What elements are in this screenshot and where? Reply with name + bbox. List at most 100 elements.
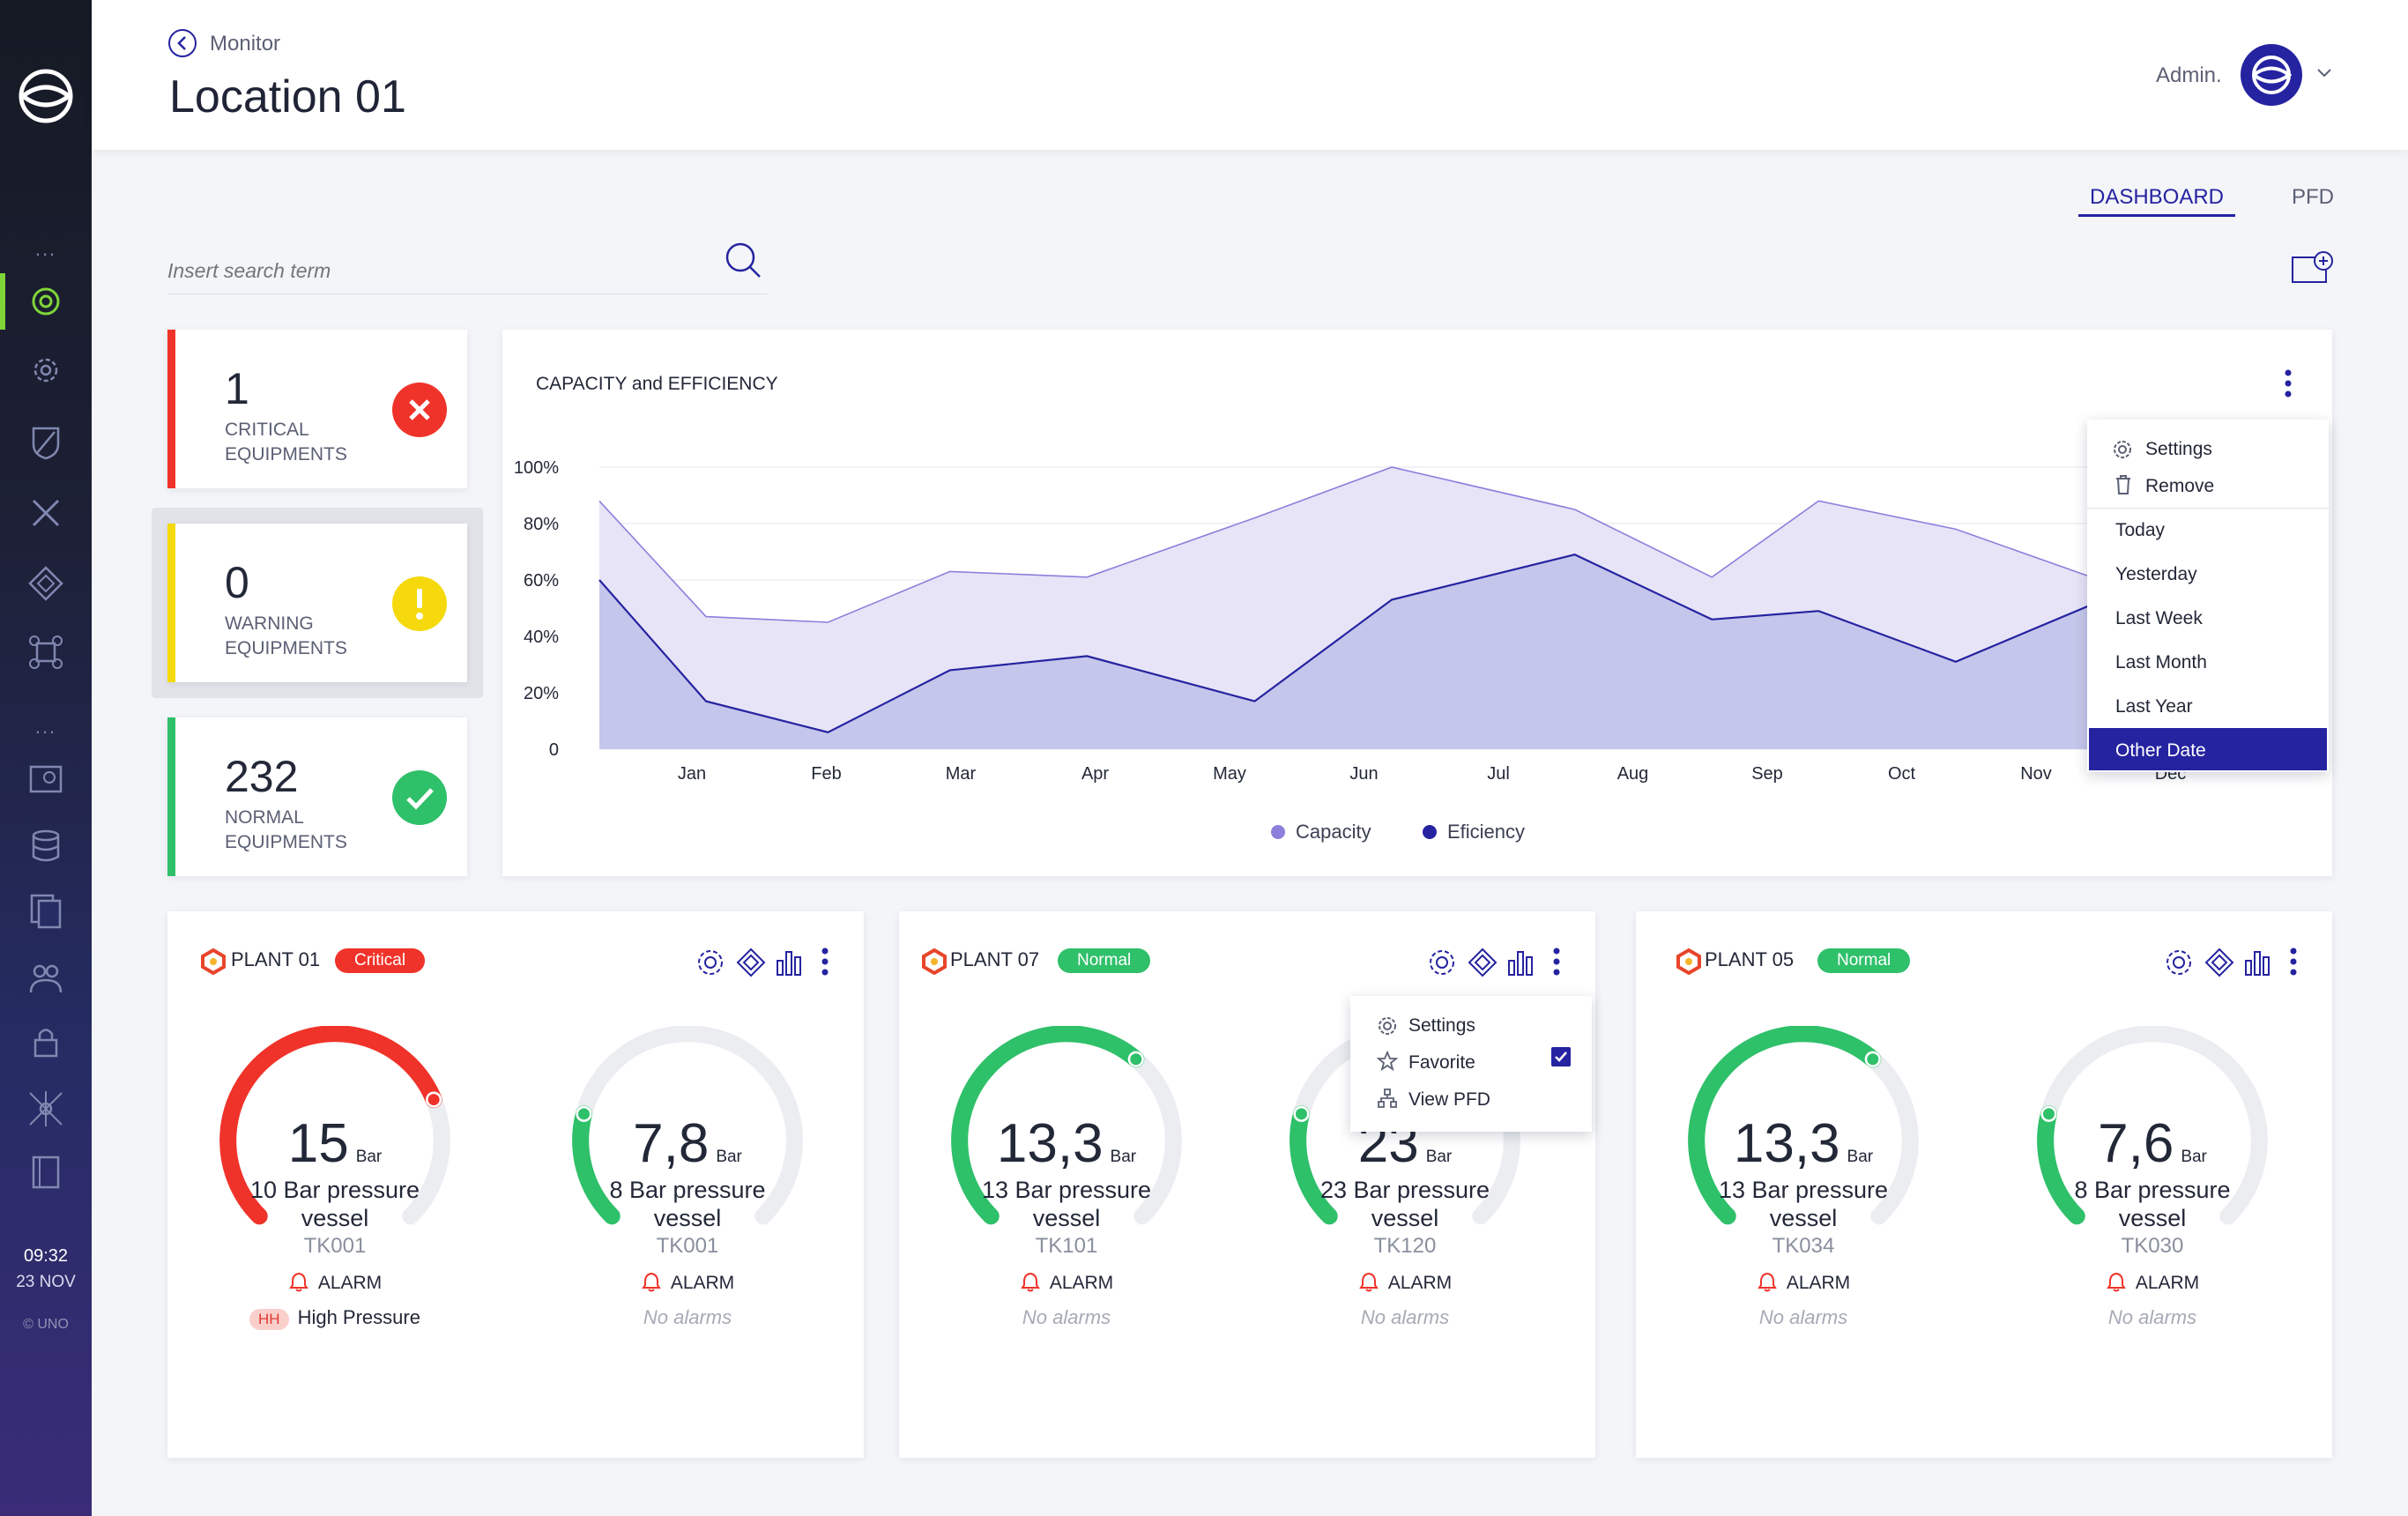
tab-dashboard[interactable]: DASHBOARD: [2078, 185, 2235, 217]
breadcrumb[interactable]: Monitor: [210, 32, 281, 56]
menu-settings[interactable]: Settings: [2145, 439, 2212, 459]
gauge-number: 15: [287, 1113, 349, 1174]
gear-icon[interactable]: [1426, 947, 1458, 978]
gauge-unit: Bar: [355, 1148, 383, 1166]
tab-pfd[interactable]: PFD: [2278, 185, 2348, 217]
lock-icon[interactable]: [26, 1022, 65, 1061]
menu-settings[interactable]: Settings: [1408, 1015, 1475, 1036]
more-icon[interactable]: [1551, 947, 1562, 978]
legend-label: Eficiency: [1447, 821, 1525, 843]
shield-icon[interactable]: [26, 423, 65, 462]
gear-icon[interactable]: [695, 947, 726, 978]
gauge-description: 8 Bar pressure vessel: [2020, 1176, 2285, 1232]
tank-code: TK034: [1772, 1234, 1835, 1258]
kpi-warning-card[interactable]: 0 WARNING EQUIPMENTS: [167, 524, 467, 682]
add-widget-icon[interactable]: [2290, 250, 2334, 286]
chart-menu-icon[interactable]: [2283, 368, 2293, 400]
sidebar-copyright: © UNO: [23, 1317, 69, 1332]
book-icon[interactable]: [26, 1153, 65, 1192]
gauge-fill: [2037, 1105, 2085, 1225]
gauge-value: 13,3 Bar: [934, 1112, 1199, 1175]
gauge-description-1: 13 Bar pressure: [981, 1177, 1152, 1203]
search-icon[interactable]: [723, 240, 763, 280]
menu-last-week[interactable]: Last Week: [2115, 608, 2203, 628]
menu-last-year[interactable]: Last Year: [2115, 696, 2193, 717]
sidebar-time: 09:32: [23, 1246, 69, 1266]
chevron-down-icon[interactable]: [2316, 67, 2332, 79]
gauge-description: 23 Bar pressure vessel: [1273, 1176, 1537, 1232]
chart-plot: 100% 80% 60% 40% 20% 0 Jan Feb Mar Apr May Jun Jul Au…: [514, 458, 2277, 843]
dashboard-icon[interactable]: [26, 282, 65, 321]
more-icon[interactable]: [2288, 947, 2299, 978]
gauge-arc: [219, 1026, 450, 1225]
header: Monitor Location 01 Admin.: [92, 0, 2408, 150]
line-eficiency: [598, 554, 2277, 733]
gauge-unit: Bar: [1847, 1148, 1874, 1166]
plant-name: PLANT 05: [1705, 948, 1795, 970]
menu-yesterday[interactable]: Yesterday: [2115, 564, 2197, 584]
more-icon[interactable]: [820, 947, 830, 978]
diamond-icon[interactable]: [2204, 947, 2235, 978]
bar-chart-icon[interactable]: [774, 947, 806, 978]
no-alarms: No alarms: [2107, 1306, 2197, 1328]
pressure-gauge: 15 Bar 10 Bar pressure vessel TK001 ALARM HH Hi…: [203, 1026, 485, 1361]
bell-icon: [1358, 1272, 1379, 1292]
plant-card-1: PLANT 01 Critical 15 Bar 10 Bar pressure ve…: [167, 911, 864, 1458]
menu-other-date[interactable]: Other Date: [2089, 728, 2327, 770]
tank-code: TK001: [656, 1234, 719, 1258]
diamond-grid-icon[interactable]: [26, 564, 65, 603]
alarm-label: ALARM: [1387, 1273, 1453, 1293]
hub-icon[interactable]: [26, 1089, 65, 1128]
kpi-normal-card[interactable]: 232 NORMAL EQUIPMENTS: [167, 717, 467, 876]
pressure-gauge: 7,6 Bar 8 Bar pressure vessel TK030 ALARM No a…: [2020, 1026, 2302, 1361]
image-folder-icon[interactable]: [26, 760, 65, 799]
gauge-knob: [2040, 1105, 2057, 1122]
favorite-checkbox[interactable]: [1551, 1047, 1571, 1066]
tank-code: TK120: [1373, 1234, 1437, 1258]
x-tick-label: Oct: [1888, 764, 1916, 784]
avatar[interactable]: [2241, 44, 2302, 106]
gauge-fill: [219, 1026, 442, 1225]
legend-label: Capacity: [1296, 821, 1371, 843]
alarm-label: ALARM: [1049, 1273, 1114, 1293]
gear-icon[interactable]: [26, 351, 65, 390]
network-icon[interactable]: [26, 633, 65, 672]
check-icon: [392, 770, 447, 825]
search-input[interactable]: [167, 249, 767, 294]
line-capacity: [598, 466, 2277, 623]
bar-chart-icon[interactable]: [1505, 947, 1537, 978]
gauge-knob: [1864, 1051, 1881, 1067]
gauge-fill: [1289, 1105, 1338, 1225]
menu-divider: [2087, 508, 2329, 509]
menu-remove[interactable]: Remove: [2145, 476, 2215, 496]
plant-hex-icon: [201, 948, 226, 976]
gauge-fill: [951, 1026, 1145, 1225]
menu-today[interactable]: Today: [2115, 520, 2166, 540]
menu-last-month[interactable]: Last Month: [2115, 652, 2207, 673]
team-icon[interactable]: [26, 959, 65, 998]
tools-icon[interactable]: [26, 494, 65, 532]
gauge-unit: Bar: [2181, 1148, 2207, 1166]
gauge-description: 13 Bar pressure vessel: [934, 1176, 1199, 1232]
database-icon[interactable]: [26, 827, 65, 866]
menu-view-pfd[interactable]: View PFD: [1408, 1089, 1490, 1110]
alarm-row: ALARM: [1671, 1271, 1936, 1294]
alarm-note: HH High Pressure: [203, 1306, 467, 1330]
alarm-label: ALARM: [670, 1273, 735, 1293]
gear-icon[interactable]: [2163, 947, 2195, 978]
diamond-icon[interactable]: [735, 947, 767, 978]
menu-favorite[interactable]: Favorite: [1408, 1052, 1475, 1073]
legend-marker: [1423, 825, 1437, 839]
chart-title: CAPACITY and EFFICIENCY: [536, 374, 778, 394]
x-tick-label: Aug: [1617, 764, 1649, 784]
pressure-gauge: 7,8 Bar 8 Bar pressure vessel TK001 ALARM No a…: [555, 1026, 837, 1361]
app-logo-icon[interactable]: [16, 66, 76, 126]
bar-chart-icon[interactable]: [2242, 947, 2274, 978]
diamond-icon[interactable]: [1467, 947, 1498, 978]
kpi-critical-card[interactable]: 1 CRITICAL EQUIPMENTS: [167, 330, 467, 488]
x-tick-label: Jul: [1487, 764, 1510, 784]
documents-icon[interactable]: [26, 892, 65, 931]
gauge-value: 13,3 Bar: [1671, 1112, 1936, 1175]
nav-active-indicator: [0, 273, 5, 330]
back-icon[interactable]: [167, 28, 197, 58]
